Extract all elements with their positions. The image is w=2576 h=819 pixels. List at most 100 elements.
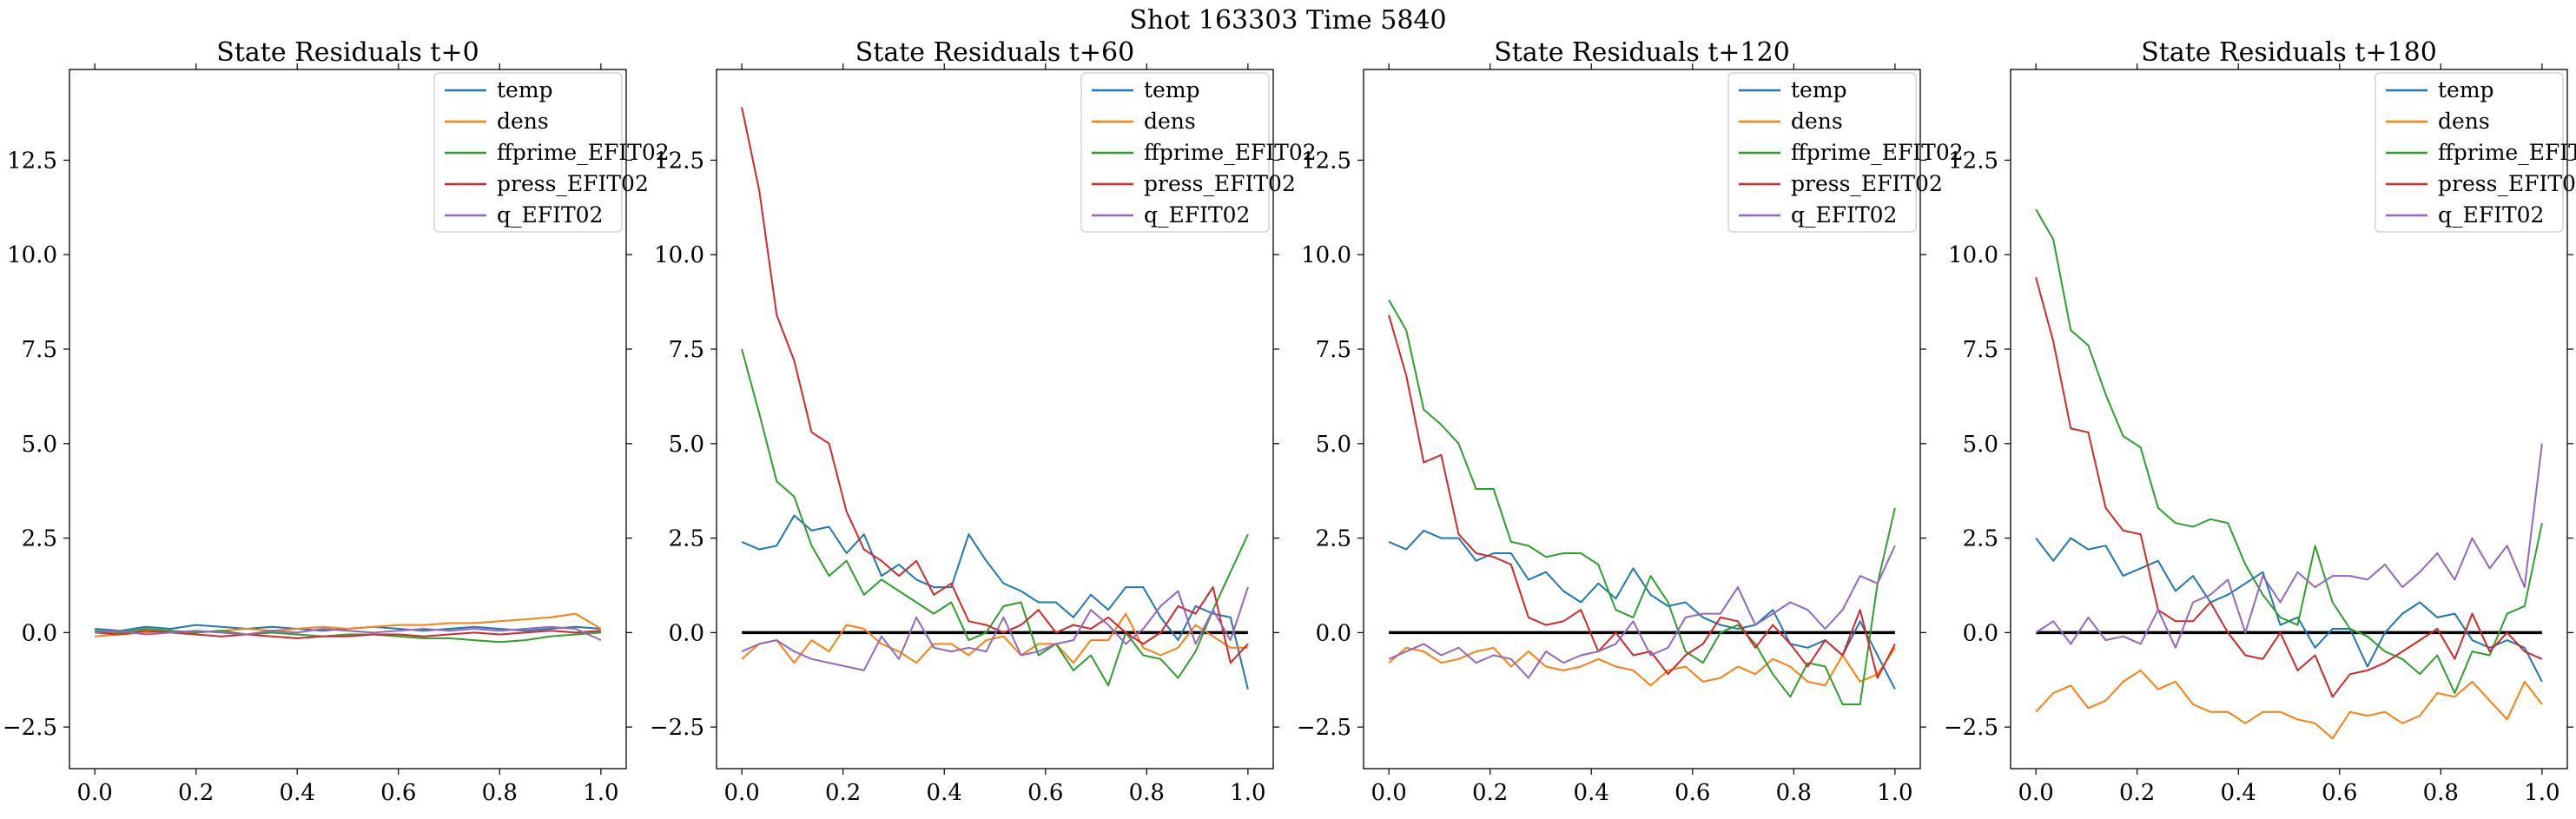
y-tick-label: 0.0	[1316, 620, 1351, 646]
legend-label: ffprime_EFIT02	[2438, 140, 2576, 165]
legend-label: q_EFIT02	[1144, 202, 1250, 228]
legend-label: q_EFIT02	[2438, 202, 2544, 228]
panels-container: State Residuals t+0 0.0 0.2 0.4 0.6 0.8 1.0 −2.…	[3, 37, 2576, 806]
legend-label: temp	[1791, 77, 1847, 102]
series-line-temp	[2035, 537, 2543, 683]
y-tick-label: 10.0	[7, 242, 57, 268]
x-tick-label: 0.8	[1129, 780, 1165, 806]
y-tick-label: 0.0	[22, 620, 57, 646]
y-tick-label: 10.0	[1301, 242, 1351, 268]
legend-label: ffprime_EFIT02	[1791, 140, 1964, 165]
legend-label: temp	[1144, 77, 1200, 102]
y-tick-label: 12.5	[1948, 148, 1998, 174]
series-line-dens	[2035, 669, 2543, 740]
legend-label: dens	[1144, 109, 1196, 134]
x-tick-label: 1.0	[1230, 780, 1265, 806]
x-tick-label: 0.0	[76, 780, 112, 806]
series-line-press_EFIT02	[741, 107, 1249, 664]
y-tick-label: 0.0	[1963, 620, 1998, 646]
y-tick-label: 5.0	[669, 432, 704, 458]
series-line-press_EFIT02	[1388, 314, 1896, 679]
subplot-title: State Residuals t+60	[855, 37, 1134, 68]
x-tick-label: 0.2	[2119, 780, 2155, 806]
x-tick-label: 0.4	[1574, 780, 1609, 806]
y-tick-label: 10.0	[1948, 242, 1998, 268]
legend-label: q_EFIT02	[497, 202, 603, 228]
y-tick-label: 7.5	[1316, 337, 1351, 363]
legend-label: press_EFIT02	[2438, 171, 2576, 196]
y-tick-label: 5.0	[22, 432, 57, 458]
legend-label: dens	[497, 109, 549, 134]
series-line-q_EFIT02	[95, 625, 602, 642]
x-tick-label: 0.6	[1674, 780, 1710, 806]
x-tick-label: 0.0	[2018, 780, 2053, 806]
y-tick-label: 2.5	[1963, 526, 1998, 552]
y-tick-label: 12.5	[654, 148, 704, 174]
x-tick-label: 0.0	[1371, 780, 1406, 806]
y-tick-label: 7.5	[1963, 337, 1998, 363]
x-tick-label: 0.2	[178, 780, 214, 806]
legend-box	[1080, 72, 1270, 233]
series-line-ffprime_EFIT02	[2035, 208, 2543, 694]
subplot-1: State Residuals t+60 0.0 0.2 0.4 0.6 0.8 1.0 −2…	[650, 37, 1317, 806]
axes-frame	[716, 69, 1274, 769]
legend-label: ffprime_EFIT02	[1144, 140, 1317, 165]
y-tick-label: −2.5	[3, 715, 57, 741]
x-tick-label: 0.6	[1027, 780, 1063, 806]
legend-box	[433, 72, 623, 233]
x-tick-label: 0.6	[2322, 780, 2357, 806]
legend: temp dens ffprime_EFIT02 press_EFIT02 q_EFIT…	[433, 72, 670, 233]
legend: temp dens ffprime_EFIT02 press_EFIT02 q_EFIT…	[1727, 72, 1964, 233]
axes-frame	[2010, 69, 2568, 769]
x-tick-label: 0.0	[723, 780, 759, 806]
x-tick-label: 0.8	[1776, 780, 1812, 806]
series-line-temp	[1388, 529, 1896, 690]
series-line-dens	[1388, 646, 1896, 687]
y-tick-label: 2.5	[22, 526, 57, 552]
legend-label: temp	[497, 77, 553, 102]
series-line-press_EFIT02	[2035, 277, 2543, 698]
subplot-title: State Residuals t+180	[2141, 37, 2437, 68]
x-tick-label: 1.0	[1877, 780, 1912, 806]
legend-label: q_EFIT02	[1791, 202, 1897, 228]
y-tick-label: 0.0	[669, 620, 704, 646]
x-tick-label: 0.4	[2221, 780, 2256, 806]
legend-label: press_EFIT02	[1791, 171, 1943, 196]
figure-title: Shot 163303 Time 5840	[1129, 5, 1446, 36]
x-tick-label: 0.8	[482, 780, 518, 806]
legend: temp dens ffprime_EFIT02 press_EFIT02 q_EFIT…	[2375, 72, 2576, 233]
legend-box	[2375, 72, 2564, 233]
legend-box	[1727, 72, 1917, 233]
y-tick-label: 12.5	[1301, 148, 1351, 174]
series-line-dens	[741, 612, 1248, 664]
x-tick-label: 0.2	[825, 780, 861, 806]
subplot-0: State Residuals t+0 0.0 0.2 0.4 0.6 0.8 1.0 −2.…	[3, 37, 670, 806]
y-tick-label: 10.0	[654, 242, 704, 268]
legend: temp dens ffprime_EFIT02 press_EFIT02 q_EFIT…	[1080, 72, 1317, 233]
y-tick-label: 7.5	[22, 337, 57, 363]
series-line-ffprime_EFIT02	[741, 348, 1249, 687]
y-tick-label: −2.5	[1944, 715, 1998, 741]
series-line-q_EFIT02	[1388, 545, 1896, 679]
subplot-title: State Residuals t+0	[216, 37, 479, 68]
subplot-title: State Residuals t+120	[1494, 37, 1790, 68]
series-line-q_EFIT02	[741, 586, 1249, 671]
series-line-q_EFIT02	[2035, 443, 2543, 649]
series-line-temp	[741, 514, 1249, 690]
legend-label: press_EFIT02	[497, 171, 649, 196]
legend-label: dens	[2438, 109, 2490, 134]
legend-label: ffprime_EFIT02	[497, 140, 670, 165]
y-tick-label: 2.5	[1316, 526, 1351, 552]
series-line-press_EFIT02	[95, 630, 601, 639]
y-tick-label: 2.5	[669, 526, 704, 552]
y-tick-label: 12.5	[7, 148, 57, 174]
legend-label: dens	[1791, 109, 1843, 134]
y-tick-label: 5.0	[1963, 432, 1998, 458]
axes-frame	[69, 69, 627, 769]
x-tick-label: 1.0	[583, 780, 618, 806]
x-tick-label: 1.0	[2524, 780, 2559, 806]
axes-frame	[1363, 69, 1921, 769]
subplot-2: State Residuals t+120 0.0 0.2 0.4 0.6 0.8 1.0 −…	[1297, 37, 1964, 806]
x-tick-label: 0.6	[380, 780, 416, 806]
